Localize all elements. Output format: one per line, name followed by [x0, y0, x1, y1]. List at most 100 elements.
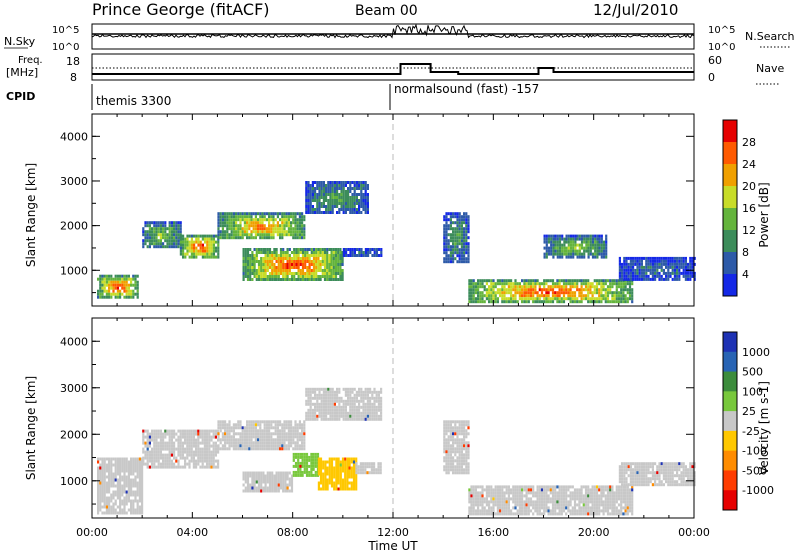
- velocity-cell: [268, 444, 271, 448]
- power-cell: [662, 256, 665, 260]
- velocity-cell: [445, 471, 448, 475]
- power-cell: [499, 294, 502, 298]
- velocity-cell: [136, 457, 139, 461]
- velocity-cell: [310, 452, 313, 456]
- power-cell: [157, 224, 160, 228]
- power-cell: [142, 227, 145, 231]
- power-cell: [678, 268, 681, 272]
- power-cell: [310, 254, 313, 257]
- power-cell: [243, 233, 246, 237]
- power-cell: [279, 224, 282, 228]
- power-cell: [578, 294, 581, 298]
- velocity-cell: [349, 390, 352, 394]
- power-cell: [328, 272, 331, 275]
- velocity-cell: [168, 447, 171, 451]
- power-cell: [549, 300, 552, 304]
- velocity-cell: [130, 481, 133, 485]
- power-cell: [232, 230, 235, 234]
- power-cell: [594, 243, 597, 247]
- power-cell: [190, 234, 193, 238]
- velocity-cell: [275, 477, 278, 481]
- power-cell: [338, 196, 341, 199]
- power-cell: [179, 224, 182, 228]
- velocity-cell: [277, 486, 280, 490]
- velocity-cell: [244, 471, 247, 475]
- velocity-cell: [338, 408, 341, 412]
- power-cell: [230, 230, 233, 234]
- power-cell: [316, 184, 319, 187]
- power-cell: [319, 260, 322, 263]
- power-cell: [470, 288, 473, 292]
- velocity-cell: [443, 468, 446, 472]
- velocity-cell: [173, 465, 176, 469]
- velocity-cell: [136, 499, 139, 503]
- power-cell: [197, 240, 200, 244]
- power-cell: [301, 218, 304, 222]
- power-cell: [338, 193, 341, 196]
- power-cell: [253, 260, 256, 263]
- velocity-cell: [119, 457, 122, 461]
- velocity-cell: [276, 435, 279, 439]
- power-cell: [281, 236, 284, 240]
- power-cell: [358, 202, 361, 205]
- power-cell: [463, 233, 466, 237]
- power-cell: [490, 294, 493, 298]
- power-cell: [606, 291, 610, 295]
- velocity-cell: [119, 487, 122, 491]
- power-cell: [272, 215, 275, 219]
- power-cell: [600, 294, 603, 298]
- power-cell: [358, 208, 361, 211]
- velocity-cell: [468, 497, 471, 501]
- velocity-cell: [151, 447, 154, 451]
- velocity-cell: [127, 493, 130, 497]
- velocity-cell: [488, 491, 491, 495]
- velocity-cell: [217, 432, 220, 436]
- power-cell: [351, 199, 354, 202]
- velocity-cell: [125, 466, 128, 470]
- power-cell: [332, 263, 335, 266]
- velocity-cell: [253, 486, 256, 490]
- velocity-cell: [108, 508, 111, 512]
- velocity-cell: [468, 491, 471, 495]
- velocity-cell: [181, 456, 184, 460]
- power-cell: [598, 246, 601, 250]
- velocity-cell: [103, 478, 106, 482]
- power-cell: [477, 300, 480, 304]
- velocity-cell: [460, 423, 463, 427]
- velocity-cell: [266, 480, 269, 484]
- velocity-cell: [456, 447, 459, 451]
- power-cell: [246, 254, 250, 257]
- velocity-cell: [333, 417, 336, 421]
- velocity-cell: [360, 414, 363, 418]
- power-cell: [294, 215, 297, 219]
- velocity-cell: [272, 441, 275, 445]
- power-cell: [543, 255, 546, 259]
- velocity-cell: [212, 435, 215, 439]
- power-cell: [151, 227, 154, 231]
- velocity-cell: [243, 432, 246, 436]
- velocity-cell: [112, 481, 115, 485]
- velocity-cell: [148, 444, 151, 448]
- velocity-cell: [125, 502, 128, 506]
- power-cell: [465, 218, 468, 222]
- power-cell: [159, 236, 162, 240]
- power-cell: [295, 266, 298, 269]
- power-cell: [583, 240, 586, 244]
- power-cell: [645, 274, 648, 278]
- velocity-cell: [103, 505, 106, 509]
- power-cell: [594, 240, 597, 244]
- velocity-cell: [336, 408, 339, 412]
- velocity-cell: [125, 457, 128, 461]
- power-cell: [272, 230, 275, 234]
- power-cell: [318, 208, 321, 211]
- velocity-cell: [342, 387, 345, 391]
- power-cell: [261, 212, 264, 216]
- velocity-cell: [443, 438, 446, 442]
- velocity-cell: [458, 450, 461, 454]
- power-cell: [333, 184, 336, 187]
- power-cell: [479, 285, 482, 289]
- power-cell: [445, 251, 448, 255]
- velocity-cell: [318, 390, 321, 394]
- velocity-cell: [246, 426, 249, 430]
